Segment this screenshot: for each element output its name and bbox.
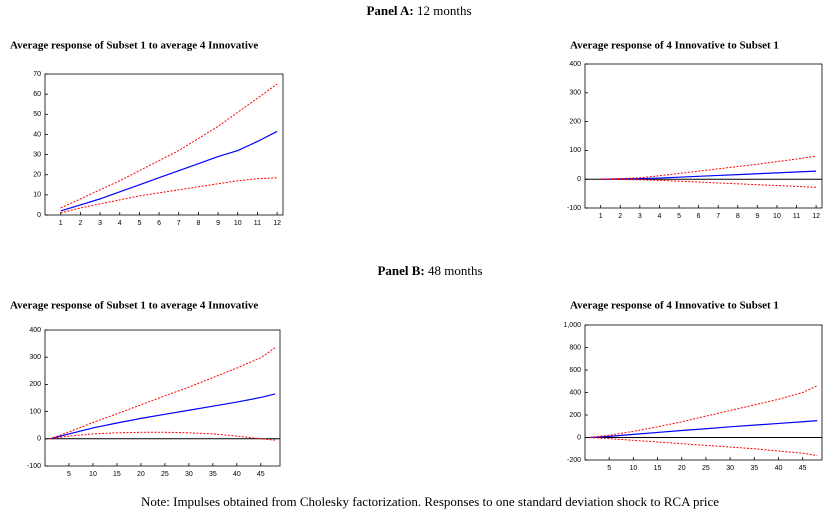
x-tick-label: 25: [161, 471, 169, 478]
x-tick-label: 30: [185, 471, 193, 478]
x-tick-label: 9: [216, 220, 220, 227]
x-tick-label: 2: [78, 220, 82, 227]
x-tick-label: 45: [257, 471, 265, 478]
series-line: [589, 437, 818, 456]
plot-frame: [584, 63, 823, 209]
series-line: [49, 393, 276, 440]
y-tick-label: 200: [569, 118, 581, 125]
y-tick-label: 0: [577, 434, 581, 441]
x-tick-label: 9: [755, 213, 759, 220]
y-tick-label: 600: [569, 367, 581, 374]
x-tick-label: 35: [209, 471, 217, 478]
y-tick-label: 10: [33, 192, 41, 199]
y-tick-label: 20: [33, 172, 41, 179]
y-tick-label: 200: [29, 381, 41, 388]
x-tick-label: 20: [137, 471, 145, 478]
x-tick-label: 3: [638, 213, 642, 220]
y-tick-label: -200: [567, 457, 581, 464]
x-tick-label: 5: [607, 465, 611, 472]
y-tick-label: 400: [569, 61, 581, 68]
y-tick-label: -100: [27, 463, 41, 470]
panel-label: Panel B:: [377, 263, 424, 278]
y-tick-label: -100: [567, 205, 581, 212]
y-tick-label: 50: [33, 111, 41, 118]
y-tick-label: 300: [29, 354, 41, 361]
x-tick-label: 15: [113, 471, 121, 478]
y-tick-label: 40: [33, 131, 41, 138]
x-tick-label: 5: [67, 471, 71, 478]
plot-frame: [44, 73, 284, 216]
x-tick-label: 15: [654, 465, 662, 472]
y-tick-label: 300: [569, 90, 581, 97]
plot-frame: [584, 324, 823, 461]
x-tick-label: 4: [118, 220, 122, 227]
series-line: [600, 178, 817, 188]
series-line: [589, 385, 818, 438]
y-tick-label: 70: [33, 71, 41, 78]
chart-title: Average response of Subset 1 to average …: [10, 300, 258, 312]
series-line: [600, 170, 817, 180]
x-tick-label: 20: [678, 465, 686, 472]
y-tick-label: 400: [569, 389, 581, 396]
x-tick-label: 10: [234, 220, 242, 227]
x-tick-label: 12: [273, 220, 281, 227]
x-tick-label: 1: [59, 220, 63, 227]
x-tick-label: 11: [793, 213, 800, 220]
y-tick-label: 60: [33, 91, 41, 98]
y-tick-label: 1,000: [563, 322, 581, 329]
y-tick-label: 100: [29, 408, 41, 415]
y-tick-label: 0: [577, 176, 581, 183]
y-tick-label: 0: [37, 212, 41, 219]
x-tick-label: 1: [599, 213, 603, 220]
x-tick-label: 6: [697, 213, 701, 220]
y-tick-label: 400: [29, 327, 41, 334]
x-tick-label: 8: [196, 220, 200, 227]
x-tick-label: 40: [775, 465, 783, 472]
series-line: [49, 431, 276, 441]
panel-period: 48 months: [428, 263, 483, 278]
panel-label: Panel A:: [366, 3, 413, 18]
series-line: [60, 177, 278, 214]
y-tick-label: 0: [37, 436, 41, 443]
panel-heading: Panel A: 12 months: [366, 3, 471, 18]
x-tick-label: 5: [137, 220, 141, 227]
series-line: [589, 420, 818, 439]
series-line: [600, 155, 817, 180]
x-tick-label: 25: [702, 465, 710, 472]
x-tick-label: 6: [157, 220, 161, 227]
x-tick-label: 4: [657, 213, 661, 220]
x-tick-label: 10: [89, 471, 97, 478]
plot-frame: [44, 329, 281, 467]
y-tick-label: 200: [569, 412, 581, 419]
series-line: [49, 347, 276, 440]
x-tick-label: 10: [773, 213, 781, 220]
x-tick-label: 10: [629, 465, 637, 472]
x-tick-label: 40: [233, 471, 241, 478]
chart-title: Average response of 4 Innovative to Subs…: [570, 40, 779, 52]
x-tick-label: 35: [750, 465, 758, 472]
x-tick-label: 12: [812, 213, 820, 220]
x-tick-label: 7: [716, 213, 720, 220]
x-tick-label: 8: [736, 213, 740, 220]
y-tick-label: 800: [569, 344, 581, 351]
x-tick-label: 30: [726, 465, 734, 472]
y-tick-label: 100: [569, 147, 581, 154]
series-line: [60, 83, 278, 209]
chart-title: Average response of 4 Innovative to Subs…: [570, 300, 779, 312]
x-tick-label: 7: [177, 220, 181, 227]
panel-period: 12 months: [417, 3, 472, 18]
x-tick-label: 2: [618, 213, 622, 220]
x-tick-label: 3: [98, 220, 102, 227]
note: Note: Impulses obtained from Cholesky fa…: [141, 494, 719, 509]
series-line: [60, 130, 278, 212]
x-tick-label: 5: [677, 213, 681, 220]
x-tick-label: 11: [254, 220, 261, 227]
x-tick-label: 45: [799, 465, 807, 472]
chart-title: Average response of Subset 1 to average …: [10, 40, 258, 52]
y-tick-label: 30: [33, 151, 41, 158]
panel-heading: Panel B: 48 months: [377, 263, 482, 278]
